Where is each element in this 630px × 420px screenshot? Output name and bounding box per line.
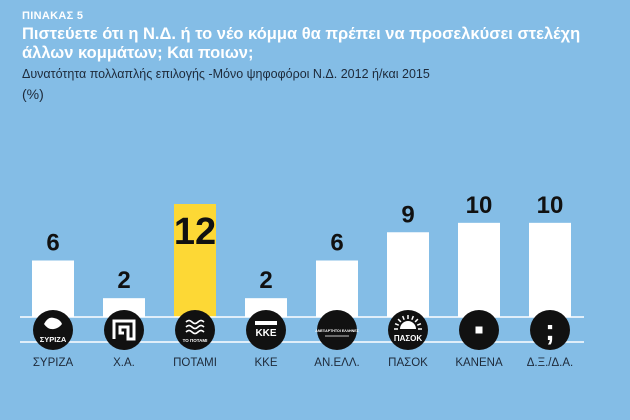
category-label-κανενα: ΚΑΝΕΝΑ <box>455 357 503 369</box>
bar-αν-ελλ <box>316 260 358 317</box>
value-label-χ-α: 2 <box>117 267 130 294</box>
bar-συριζα <box>32 260 74 317</box>
potami-logo-icon: ΤΟ ΠΟΤΑΜΙ <box>175 310 215 350</box>
value-label-αν-ελλ: 6 <box>330 230 343 257</box>
kke-logo-icon: ΚΚΕ <box>246 310 286 350</box>
value-label-ποταμι: 12 <box>174 211 216 253</box>
chart-title-line-1: Πιστεύετε ότι η Ν.Δ. ή το νέο κόμμα θα π… <box>22 25 581 43</box>
category-label-χ-α: Χ.Α. <box>113 357 135 369</box>
pasok-sun-icon: ΠΑΣΟΚ <box>388 310 428 350</box>
bar-χ-α <box>103 298 145 317</box>
bar-κκε <box>245 298 287 317</box>
svg-text:ΣΥΡΙΖΑ: ΣΥΡΙΖΑ <box>40 335 67 344</box>
unit-label: (%) <box>22 86 44 102</box>
svg-text:ΑΝΕΞΑΡΤΗΤΟΙ ΕΛΛΗΝΕΣ: ΑΝΕΞΑΡΤΗΤΟΙ ΕΛΛΗΝΕΣ <box>315 329 359 333</box>
logos-layer: ΣΥΡΙΖΑ ΤΟ ΠΟΤΑΜΙ ΚΚΕ ΑΝΕΞΑΡΤΗΤΟΙ ΕΛΛΗΝΕΣ ΠΑΣ… <box>33 310 570 350</box>
svg-text:;: ; <box>545 314 555 347</box>
chart-title-line-2: άλλων κομμάτων; Και ποιων; <box>22 44 254 62</box>
value-labels-layer: 6 2 12 2 6 9 10 10 <box>46 192 563 294</box>
chart-header: ΠΙΝΑΚΑΣ 5 Πιστεύετε ότι η Ν.Δ. ή το νέο … <box>22 10 622 102</box>
syriza-logo-icon: ΣΥΡΙΖΑ <box>33 310 73 350</box>
category-label-πασοκ: ΠΑΣΟΚ <box>388 357 428 369</box>
value-label-κανενα: 10 <box>466 192 493 219</box>
category-labels-layer: ΣΥΡΙΖΑ Χ.Α. ΠΟΤΑΜΙ ΚΚΕ ΑΝ.ΕΛΛ. ΠΑΣΟΚ ΚΑΝΕΝΑ Δ.Ξ… <box>33 357 573 369</box>
table-number: ΠΙΝΑΚΑΣ 5 <box>22 10 84 22</box>
category-label-κκε: ΚΚΕ <box>254 357 277 369</box>
svg-text:ΤΟ ΠΟΤΑΜΙ: ΤΟ ΠΟΤΑΜΙ <box>183 338 208 343</box>
chart-subtitle: Δυνατότητα πολλαπλής επιλογής -Μόνο ψηφο… <box>22 67 430 81</box>
category-label-συριζα: ΣΥΡΙΖΑ <box>33 357 74 369</box>
value-label-κκε: 2 <box>259 267 272 294</box>
category-label-ποταμι: ΠΟΤΑΜΙ <box>173 357 217 369</box>
category-label-αν-ελλ: ΑΝ.ΕΛΛ. <box>314 357 359 369</box>
value-label-συριζα: 6 <box>46 230 59 257</box>
svg-text:ΠΑΣΟΚ: ΠΑΣΟΚ <box>394 334 423 343</box>
bar-πασοκ <box>387 232 429 317</box>
meander-icon <box>104 310 144 350</box>
semicolon-icon: ; <box>530 310 570 350</box>
chart-title: Πιστεύετε ότι η Ν.Δ. ή το νέο κόμμα θα π… <box>22 25 622 63</box>
bar-ποταμι <box>174 204 216 317</box>
bar-κανενα <box>458 222 500 317</box>
square-icon <box>459 310 499 350</box>
category-label-δ-ξ-δ-α: Δ.Ξ./Δ.Α. <box>527 357 573 369</box>
svg-text:ΚΚΕ: ΚΚΕ <box>255 328 276 339</box>
bars-layer <box>32 204 571 317</box>
bar-δ-ξ-δ-α <box>529 222 571 317</box>
anel-logo-icon: ΑΝΕΞΑΡΤΗΤΟΙ ΕΛΛΗΝΕΣ <box>315 310 360 350</box>
value-label-δ-ξ-δ-α: 10 <box>537 192 564 219</box>
value-label-πασοκ: 9 <box>401 201 414 228</box>
